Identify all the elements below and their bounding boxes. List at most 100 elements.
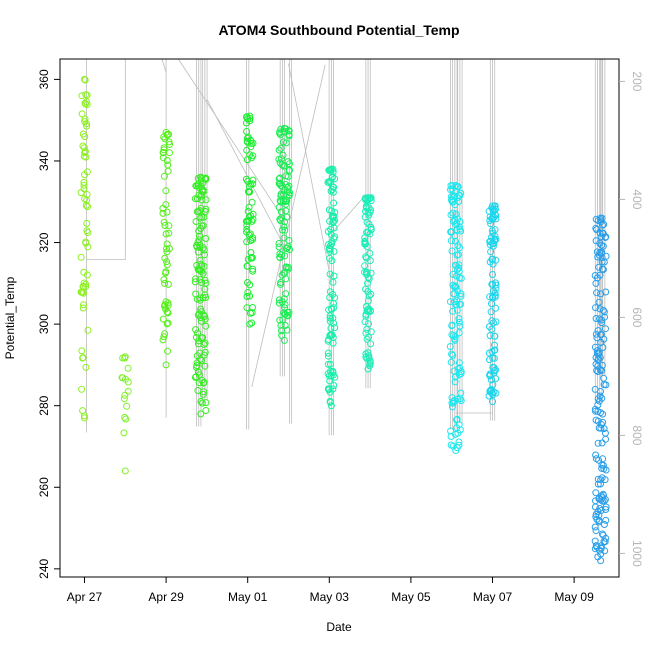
data-point	[596, 229, 604, 237]
data-point	[243, 225, 251, 233]
data-point	[597, 542, 605, 550]
data-point	[84, 243, 92, 251]
data-point	[244, 279, 251, 286]
data-point	[457, 292, 465, 300]
data-point	[596, 366, 604, 374]
data-point	[78, 385, 86, 393]
data-point	[77, 189, 85, 197]
data-point	[596, 305, 604, 313]
x-tick-label: Apr 27	[67, 590, 103, 604]
data-point	[448, 350, 456, 358]
data-point	[491, 226, 499, 234]
data-point	[491, 293, 499, 301]
data-point	[198, 279, 205, 286]
data-point	[243, 304, 251, 312]
data-point	[81, 171, 88, 179]
data-point	[198, 399, 206, 407]
y2-tick-label: 1000	[630, 540, 644, 567]
data-point	[164, 319, 172, 327]
data-point	[591, 272, 599, 279]
data-point	[84, 203, 91, 211]
data-point	[591, 385, 599, 393]
x-tick-label: May 01	[228, 590, 268, 604]
data-point	[456, 244, 463, 252]
data-point	[80, 289, 87, 297]
data-point	[329, 278, 337, 286]
data-point	[284, 265, 292, 273]
data-point	[118, 374, 126, 382]
x-tick-label: May 03	[310, 590, 350, 604]
data-point	[326, 177, 334, 185]
data-point	[164, 309, 172, 317]
data-point	[277, 208, 285, 216]
data-point	[196, 232, 203, 240]
data-point	[454, 365, 462, 373]
data-point	[449, 270, 457, 278]
data-point	[455, 441, 463, 449]
data-point	[595, 298, 603, 306]
data-point	[453, 251, 461, 259]
data-point	[196, 349, 204, 357]
data-point	[285, 167, 293, 175]
data-point	[492, 375, 500, 383]
data-point	[597, 424, 605, 432]
data-point	[591, 537, 599, 545]
data-point	[487, 237, 495, 245]
data-point	[282, 275, 290, 283]
data-point	[80, 301, 87, 309]
data-point	[361, 262, 369, 270]
data-point	[447, 358, 455, 366]
data-point	[326, 317, 334, 325]
data-point	[201, 251, 208, 259]
data-point	[249, 215, 257, 223]
data-point	[202, 322, 210, 330]
data-point	[324, 228, 332, 235]
data-point	[598, 394, 606, 402]
data-point	[599, 344, 607, 351]
data-point	[455, 315, 463, 323]
data-point	[486, 356, 493, 364]
data-point	[592, 315, 600, 322]
data-point	[81, 76, 89, 84]
data-point	[196, 296, 204, 304]
data-point	[161, 254, 169, 262]
data-point	[595, 511, 603, 519]
data-point	[83, 271, 91, 279]
data-point	[246, 230, 254, 238]
data-point	[284, 188, 291, 196]
data-point	[202, 407, 210, 414]
data-point	[456, 395, 464, 403]
data-point	[594, 253, 602, 261]
data-point	[490, 354, 498, 362]
data-point	[599, 266, 607, 273]
data-point	[79, 130, 87, 138]
data-point	[326, 254, 334, 262]
data-point	[491, 235, 499, 243]
data-point	[361, 318, 369, 326]
data-point	[197, 204, 205, 212]
data-point	[602, 252, 610, 260]
data-point	[249, 265, 257, 273]
data-point	[592, 304, 599, 312]
data-point	[244, 177, 252, 185]
data-point	[492, 304, 500, 312]
data-point	[193, 195, 201, 203]
data-point	[487, 387, 495, 394]
data-point	[487, 376, 495, 384]
data-point	[447, 182, 455, 190]
data-point	[120, 429, 128, 437]
data-point	[449, 209, 457, 217]
data-point	[324, 385, 332, 393]
data-point	[597, 544, 605, 552]
data-point	[486, 332, 494, 340]
data-point	[282, 207, 290, 215]
data-point	[363, 218, 371, 226]
x-tick-label: May 07	[473, 590, 513, 604]
data-point	[598, 361, 606, 369]
data-point	[197, 410, 205, 418]
data-point	[199, 269, 207, 277]
data-point	[197, 334, 205, 342]
y-tick-label: 340	[37, 151, 51, 171]
data-point	[199, 379, 207, 387]
data-point	[599, 221, 606, 229]
